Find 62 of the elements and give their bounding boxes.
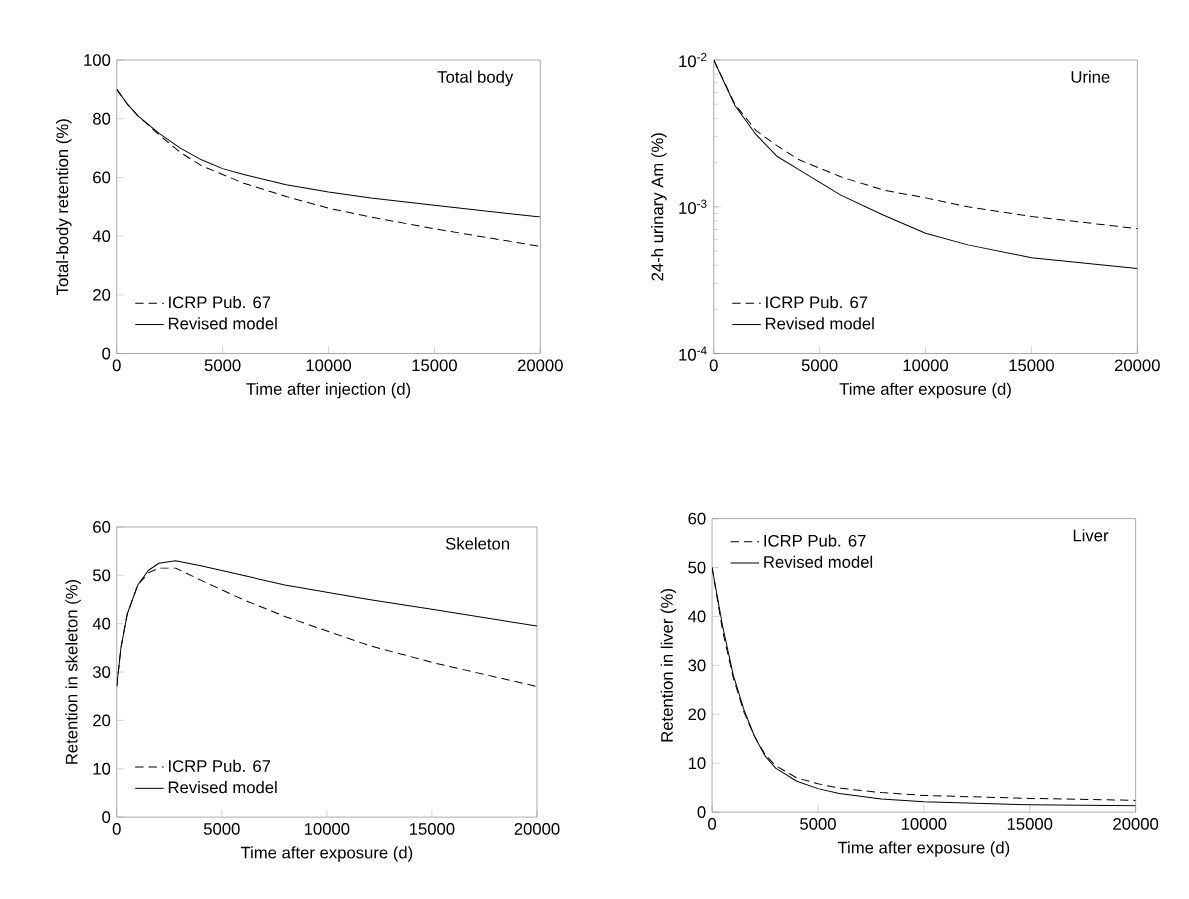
x-tick-label: 10000 — [903, 359, 949, 372]
y-axis-title: Retention in skeleton (%) — [65, 580, 81, 764]
y-tick-label: 10$^{-3}$ — [679, 199, 707, 215]
y-tick-label: 30 — [688, 659, 706, 672]
legend-label: Revised model — [168, 781, 277, 794]
legend-label: ICRP Pub. 67 — [169, 759, 271, 773]
y-tick-label: 10$^{-4}$ — [679, 346, 707, 361]
legend-label: ICRP Pub. 67 — [169, 296, 271, 309]
x-tick-label: 20000 — [514, 823, 560, 835]
x-tick-label: 20000 — [1114, 359, 1160, 372]
y-tick-label: 50 — [688, 561, 706, 574]
text: Urine — [1071, 70, 1110, 83]
x-tick-label: 5000 — [801, 359, 838, 372]
x-axis-title: Time after exposure (d) — [837, 841, 1010, 857]
y-tick-label: 80 — [93, 112, 111, 125]
y-tick-label: 100 — [84, 54, 111, 66]
x-tick-label: 5000 — [204, 359, 241, 372]
x-tick-label: 5000 — [800, 818, 836, 830]
y-tick-label: 20 — [93, 289, 111, 301]
y-tick-label: 40 — [688, 610, 706, 623]
y-tick-label: 10 — [93, 762, 111, 775]
x-tick-label: 5000 — [203, 823, 240, 835]
x-tick-label: 0 — [112, 823, 121, 835]
y-tick-label: 20 — [688, 708, 706, 721]
y-tick-label: 0 — [102, 347, 111, 360]
y-tick-label: 60 — [688, 512, 706, 525]
x-tick-label: 20000 — [517, 359, 563, 372]
y-tick-label: 60 — [93, 521, 111, 533]
x-tick-label: 15000 — [1007, 818, 1053, 830]
x-tick-label: 10000 — [901, 818, 947, 830]
legend-label: Revised model — [168, 317, 277, 330]
y-axis-title: Retention in liver (%) — [660, 589, 677, 742]
y-axis-title: 24-h urinary Am (%) — [651, 133, 667, 281]
y-tick-label: 0 — [697, 806, 706, 819]
x-tick-label: 10000 — [304, 823, 350, 835]
x-tick-label: 15000 — [412, 359, 457, 372]
y-tick-label: 40 — [92, 617, 111, 630]
y-tick-label: 10$^{-2}$ — [679, 52, 707, 68]
x-tick-label: 0 — [708, 818, 717, 830]
x-tick-label: 0 — [709, 359, 718, 372]
x-tick-label: 15000 — [1009, 359, 1054, 372]
x-tick-label: 20000 — [1113, 818, 1159, 830]
x-tick-label: 10000 — [306, 359, 352, 372]
legend-label: ICRP Pub. 67 — [766, 296, 868, 309]
y-tick-label: 20 — [93, 714, 111, 727]
legend-label: Revised model — [764, 555, 873, 569]
x-axis-title: Time after injection (d) — [246, 382, 411, 399]
x-tick-label: 0 — [112, 359, 121, 372]
y-axis-title: Total-body retention (%) — [56, 119, 72, 296]
y-tick-label: 30 — [92, 666, 111, 679]
y-tick-label: 50 — [92, 569, 111, 582]
legend-label: Revised model — [765, 317, 874, 330]
y-tick-label: 10 — [688, 757, 706, 770]
x-tick-label: 15000 — [410, 823, 455, 835]
x-axis-title: Time after exposure (d) — [839, 382, 1011, 399]
chart-title: Skeleton — [445, 537, 509, 550]
text: Total body — [437, 70, 514, 87]
y-tick-label: 60 — [93, 171, 111, 184]
y-tick-label: 40 — [92, 230, 111, 243]
legend-label: ICRP Pub. 67 — [764, 534, 866, 547]
x-axis-title: Time after exposure (d) — [240, 846, 413, 862]
text: Liver — [1073, 529, 1109, 542]
